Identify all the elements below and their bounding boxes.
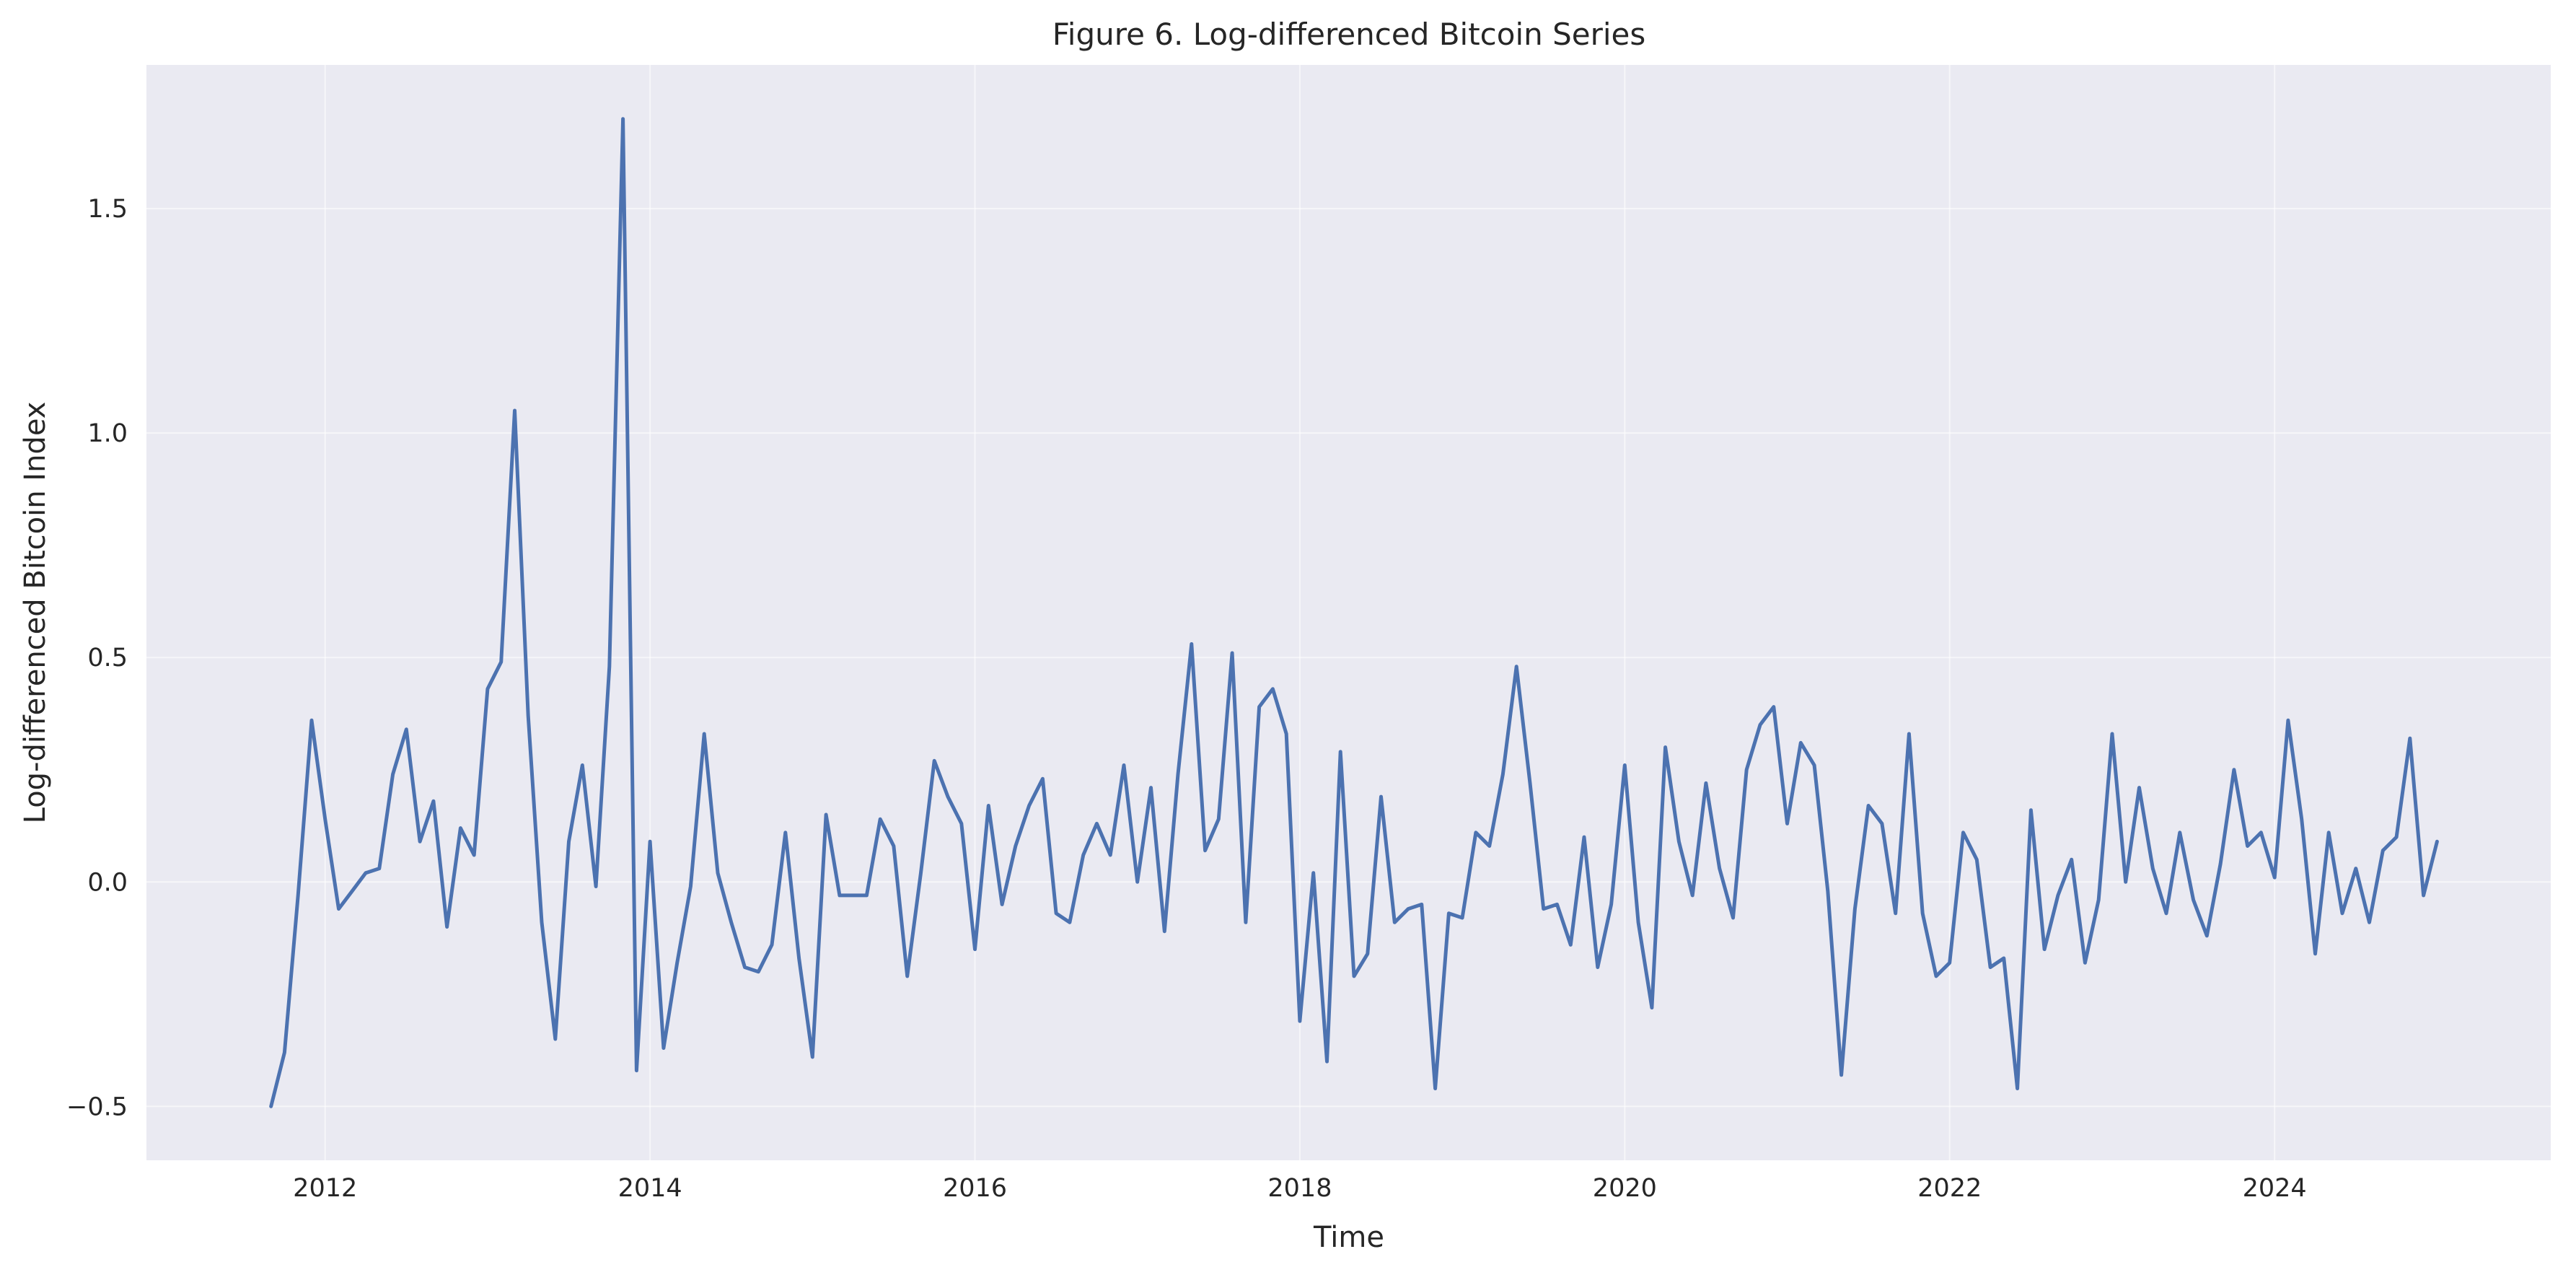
y-tick-label: 1.0	[87, 419, 128, 448]
series-line	[269, 117, 2439, 1108]
y-axis-ticks: −0.5 0.0 0.5 1.0 1.5	[66, 195, 128, 1121]
y-tick-label: 1.5	[87, 195, 128, 224]
y-tick-label: −0.5	[66, 1092, 128, 1121]
x-axis-ticks: 2012 2014 2016 2018 2020 2022 2024	[293, 1174, 2307, 1203]
x-tick-label: 2020	[1593, 1174, 1657, 1203]
x-tick-label: 2016	[943, 1174, 1007, 1203]
y-tick-label: 0.5	[87, 644, 128, 672]
x-tick-label: 2018	[1267, 1174, 1332, 1203]
x-tick-label: 2022	[1917, 1174, 1982, 1203]
y-axis-label: Log-differenced Bitcoin Index	[19, 402, 52, 824]
x-tick-label: 2014	[618, 1174, 682, 1203]
series-layer	[269, 117, 2439, 1108]
chart-title: Figure 6. Log-differenced Bitcoin Series	[1052, 17, 1646, 52]
x-tick-label: 2024	[2243, 1174, 2307, 1203]
x-axis-label: Time	[1313, 1221, 1384, 1254]
x-tick-label: 2012	[293, 1174, 357, 1203]
y-tick-label: 0.0	[87, 868, 128, 897]
plot-area	[146, 65, 2551, 1160]
